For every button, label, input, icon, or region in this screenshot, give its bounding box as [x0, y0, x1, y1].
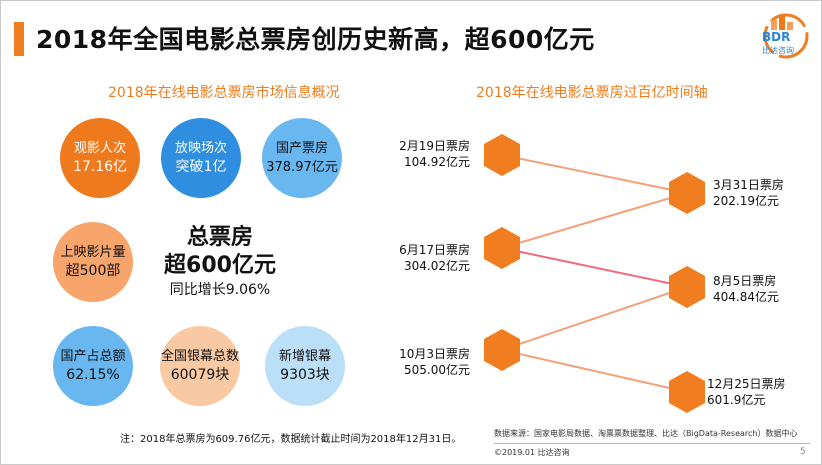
stat-label: 国产占总额: [60, 349, 126, 364]
title-accent-bar: [14, 22, 24, 56]
milestone-label-2: 3月31日票房 202.19亿元: [713, 177, 784, 209]
stat-value: 378.97亿元: [266, 160, 338, 175]
page-number: 5: [800, 447, 806, 457]
milestone-date: 10月3日票房: [399, 347, 470, 361]
milestone-hexagon: [484, 134, 520, 176]
stat-label: 观影人次: [73, 141, 126, 156]
timeline-line: [501, 349, 688, 393]
bdr-logo-icon: [763, 13, 809, 59]
total-box-office: 总票房 超600亿元 同比增长9.06%: [160, 224, 280, 300]
stat-circle-film-releases: 上映影片量 超500部: [53, 222, 133, 302]
milestone-value: 601.9亿元: [707, 393, 766, 407]
milestone-label-6: 12月25日票房 601.9亿元: [707, 376, 786, 408]
stat-value: 超500部: [65, 263, 121, 279]
timeline-line-highlight: [501, 247, 688, 288]
logo-text: BDR: [762, 30, 791, 44]
total-growth: 同比增长9.06%: [169, 282, 271, 298]
milestone-value: 104.92亿元: [404, 155, 470, 169]
data-source: 数据来源：国家电影局数据、淘票票数据整理、比达（BigData-Research…: [494, 429, 798, 438]
stat-circle-audience: 观影人次 17.16亿: [60, 118, 140, 198]
milestone-date: 2月19日票房: [399, 139, 470, 153]
stat-value: 60079块: [170, 367, 230, 383]
stat-circle-domestic-share: 国产占总额 62.15%: [53, 326, 133, 406]
footnote: 注：2018年总票房为609.76亿元，数据统计截止时间为2018年12月31日…: [120, 434, 462, 445]
milestone-date: 3月31日票房: [713, 178, 784, 192]
copyright: ©2019.01 比达咨询: [494, 448, 570, 457]
milestone-hexagon: [484, 329, 520, 371]
stat-value: 17.16亿: [72, 159, 128, 175]
page-title: 2018年全国电影总票房创历史新高，超600亿元: [36, 25, 595, 54]
timeline-line: [501, 192, 688, 249]
timeline-line: [501, 286, 688, 351]
stat-value: 突破1亿: [175, 159, 227, 175]
stat-label: 新增银幕: [278, 349, 331, 364]
milestone-hexagon: [669, 371, 705, 413]
milestone-hexagon: [484, 227, 520, 269]
stat-label: 放映场次: [174, 141, 227, 156]
milestone-hexagon: [669, 172, 705, 214]
stat-circle-domestic-box-office: 国产票房 378.97亿元: [262, 118, 342, 198]
milestone-label-1: 2月19日票房 104.92亿元: [384, 138, 470, 170]
milestone-value: 404.84亿元: [713, 290, 779, 304]
timeline-line: [501, 154, 688, 194]
stat-label: 上映影片量: [60, 245, 126, 260]
total-value: 超600亿元: [164, 253, 276, 278]
stat-circle-new-screens: 新增银幕 9303块: [265, 326, 345, 406]
milestone-label-5: 10月3日票房 505.00亿元: [384, 346, 470, 378]
footer-divider: [494, 443, 810, 444]
milestone-date: 6月17日票房: [399, 243, 470, 257]
total-label: 总票房: [186, 225, 253, 250]
milestone-value: 304.02亿元: [404, 259, 470, 273]
milestone-hexagon: [669, 266, 705, 308]
stat-label: 国产票房: [275, 141, 328, 156]
milestone-date: 12月25日票房: [707, 377, 786, 391]
stat-label: 全国银幕总数: [160, 349, 239, 364]
milestone-label-4: 8月5日票房 404.84亿元: [713, 273, 779, 305]
left-section-title: 2018年在线电影总票房市场信息概况: [108, 85, 340, 101]
milestone-value: 202.19亿元: [713, 194, 779, 208]
milestone-label-3: 6月17日票房 304.02亿元: [384, 242, 470, 274]
milestone-value: 505.00亿元: [404, 363, 470, 377]
stat-value: 9303块: [280, 367, 330, 383]
stat-circle-total-screens: 全国银幕总数 60079块: [160, 326, 240, 406]
right-section-title: 2018年在线电影总票房过百亿时间轴: [476, 85, 708, 101]
stat-value: 62.15%: [66, 367, 120, 383]
logo-subtext: 比达咨询: [762, 46, 794, 55]
milestone-date: 8月5日票房: [713, 274, 777, 288]
stat-circle-screenings: 放映场次 突破1亿: [161, 118, 241, 198]
